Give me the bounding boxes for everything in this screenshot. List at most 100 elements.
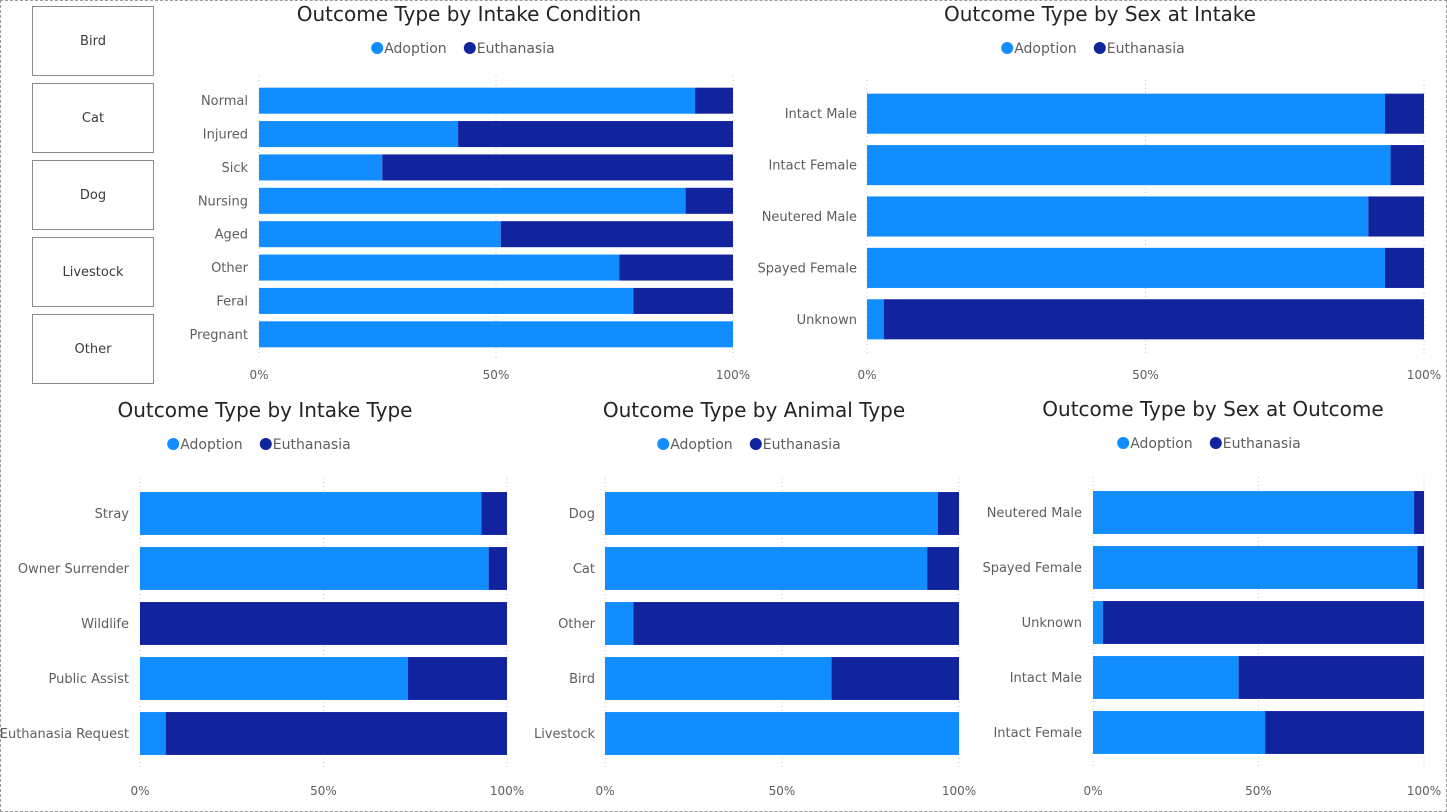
chart-intake-type: Outcome Type by Intake Type Adoption Eutha…	[0, 398, 524, 798]
bar-adoption-stray	[140, 492, 482, 535]
category-label: Intact Male	[785, 107, 857, 122]
legend-label-adoption: Adoption	[670, 437, 733, 453]
chart-intake-condition: Outcome Type by Intake Condition Adoption…	[190, 2, 751, 382]
bar-euthanasia-cat	[927, 547, 959, 590]
category-label: Owner Surrender	[18, 562, 130, 577]
bar-adoption-owner-surrender	[140, 547, 489, 590]
legend-marker-euthanasia	[1093, 42, 1106, 54]
bar-adoption-intact-male	[867, 93, 1386, 134]
bar-euthanasia-sick	[382, 154, 733, 181]
bar-euthanasia-nursing	[685, 187, 733, 214]
bar-adoption-intact-male	[1093, 656, 1239, 699]
chart-title: Outcome Type by Sex at Outcome	[1042, 397, 1383, 421]
x-tick-label: 100%	[1407, 784, 1441, 798]
x-tick-label: 0%	[1083, 784, 1102, 798]
bar-adoption-intact-female	[867, 145, 1391, 186]
category-label: Aged	[215, 228, 248, 243]
bar-euthanasia-stray	[481, 492, 507, 535]
x-tick-label: 100%	[942, 784, 976, 798]
bar-adoption-intact-female	[1093, 711, 1266, 754]
legend-label-euthanasia: Euthanasia	[763, 437, 841, 453]
category-label: Public Assist	[48, 672, 129, 687]
category-label: Nursing	[198, 194, 248, 209]
bar-adoption-public-assist	[140, 657, 408, 700]
bar-euthanasia-public-assist	[407, 657, 507, 700]
slicer-item-dog[interactable]: Dog	[32, 160, 154, 230]
legend-marker-adoption	[1117, 437, 1130, 449]
bar-adoption-other	[605, 602, 634, 645]
category-label: Cat	[573, 562, 595, 577]
x-tick-label: 0%	[249, 368, 268, 382]
chart-legend: Adoption Euthanasia	[167, 437, 351, 453]
bar-euthanasia-intact-male	[1385, 93, 1424, 134]
bar-euthanasia-dog	[937, 492, 959, 535]
legend-marker-euthanasia	[749, 438, 762, 450]
bar-euthanasia-neutered-male	[1368, 196, 1424, 237]
x-tick-label: 50%	[769, 784, 796, 798]
bar-adoption-other	[259, 254, 620, 281]
bar-adoption-euthanasia-request	[140, 712, 166, 755]
category-label: Pregnant	[190, 328, 248, 343]
x-tick-label: 0%	[595, 784, 614, 798]
slicer-item-cat[interactable]: Cat	[32, 83, 154, 153]
chart-title: Outcome Type by Intake Condition	[297, 2, 641, 26]
bar-adoption-spayed-female	[1093, 546, 1418, 589]
legend-label-euthanasia: Euthanasia	[1107, 41, 1185, 57]
legend-label-adoption: Adoption	[384, 41, 447, 57]
x-tick-label: 100%	[490, 784, 524, 798]
bar-euthanasia-unknown	[1102, 601, 1424, 644]
bar-euthanasia-injured	[458, 121, 733, 148]
bar-adoption-sick	[259, 154, 383, 181]
category-label: Unknown	[797, 313, 857, 328]
chart-sex-at-outcome: Outcome Type by Sex at Outcome Adoption Eu…	[982, 397, 1441, 798]
x-tick-label: 0%	[857, 368, 876, 382]
bar-adoption-feral	[259, 287, 634, 314]
legend-label-euthanasia: Euthanasia	[477, 41, 555, 57]
slicer-item-livestock[interactable]: Livestock	[32, 237, 154, 307]
bar-adoption-neutered-male	[1093, 491, 1415, 534]
bar-adoption-dog	[605, 492, 938, 535]
x-tick-label: 50%	[483, 368, 510, 382]
category-label: Spayed Female	[757, 261, 857, 276]
bar-euthanasia-feral	[633, 287, 733, 314]
x-tick-label: 100%	[716, 368, 750, 382]
bar-adoption-cat	[605, 547, 928, 590]
category-label: Stray	[95, 507, 130, 522]
bar-adoption-pregnant	[259, 321, 733, 348]
legend-marker-adoption	[167, 438, 180, 450]
x-tick-label: 0%	[130, 784, 149, 798]
chart-sex-at-intake: Outcome Type by Sex at Intake Adoption Eut…	[757, 2, 1441, 382]
bar-adoption-normal	[259, 87, 696, 114]
bar-adoption-aged	[259, 221, 501, 248]
bar-euthanasia-other	[633, 602, 959, 645]
chart-title: Outcome Type by Intake Type	[118, 398, 413, 422]
category-label: Unknown	[1022, 616, 1082, 631]
bar-euthanasia-intact-female	[1265, 711, 1424, 754]
category-label: Feral	[216, 294, 248, 309]
category-label: Neutered Male	[762, 210, 857, 225]
bar-euthanasia-wildlife	[140, 602, 507, 645]
slicer-item-bird[interactable]: Bird	[32, 6, 154, 76]
category-label: Normal	[201, 94, 248, 109]
bar-euthanasia-intact-male	[1238, 656, 1424, 699]
category-label: Other	[211, 261, 249, 276]
category-label: Intact Female	[768, 159, 857, 174]
legend-marker-adoption	[1001, 42, 1014, 54]
category-label: Euthanasia Request	[0, 727, 129, 742]
chart-title: Outcome Type by Sex at Intake	[944, 2, 1256, 26]
category-label: Sick	[221, 161, 248, 176]
legend-label-euthanasia: Euthanasia	[1223, 436, 1301, 452]
bar-adoption-unknown	[1093, 601, 1103, 644]
category-label: Livestock	[534, 727, 596, 742]
bar-euthanasia-aged	[500, 221, 733, 248]
chart-title: Outcome Type by Animal Type	[603, 398, 905, 422]
bar-adoption-livestock	[605, 712, 959, 755]
bar-adoption-bird	[605, 657, 832, 700]
legend-label-adoption: Adoption	[1130, 436, 1193, 452]
slicer-item-other[interactable]: Other	[32, 314, 154, 384]
bar-adoption-neutered-male	[867, 196, 1369, 237]
chart-animal-type: Outcome Type by Animal Type Adoption Eutha…	[534, 398, 976, 798]
chart-legend: Adoption Euthanasia	[1117, 436, 1301, 452]
category-label: Neutered Male	[987, 506, 1082, 521]
x-tick-label: 50%	[310, 784, 337, 798]
